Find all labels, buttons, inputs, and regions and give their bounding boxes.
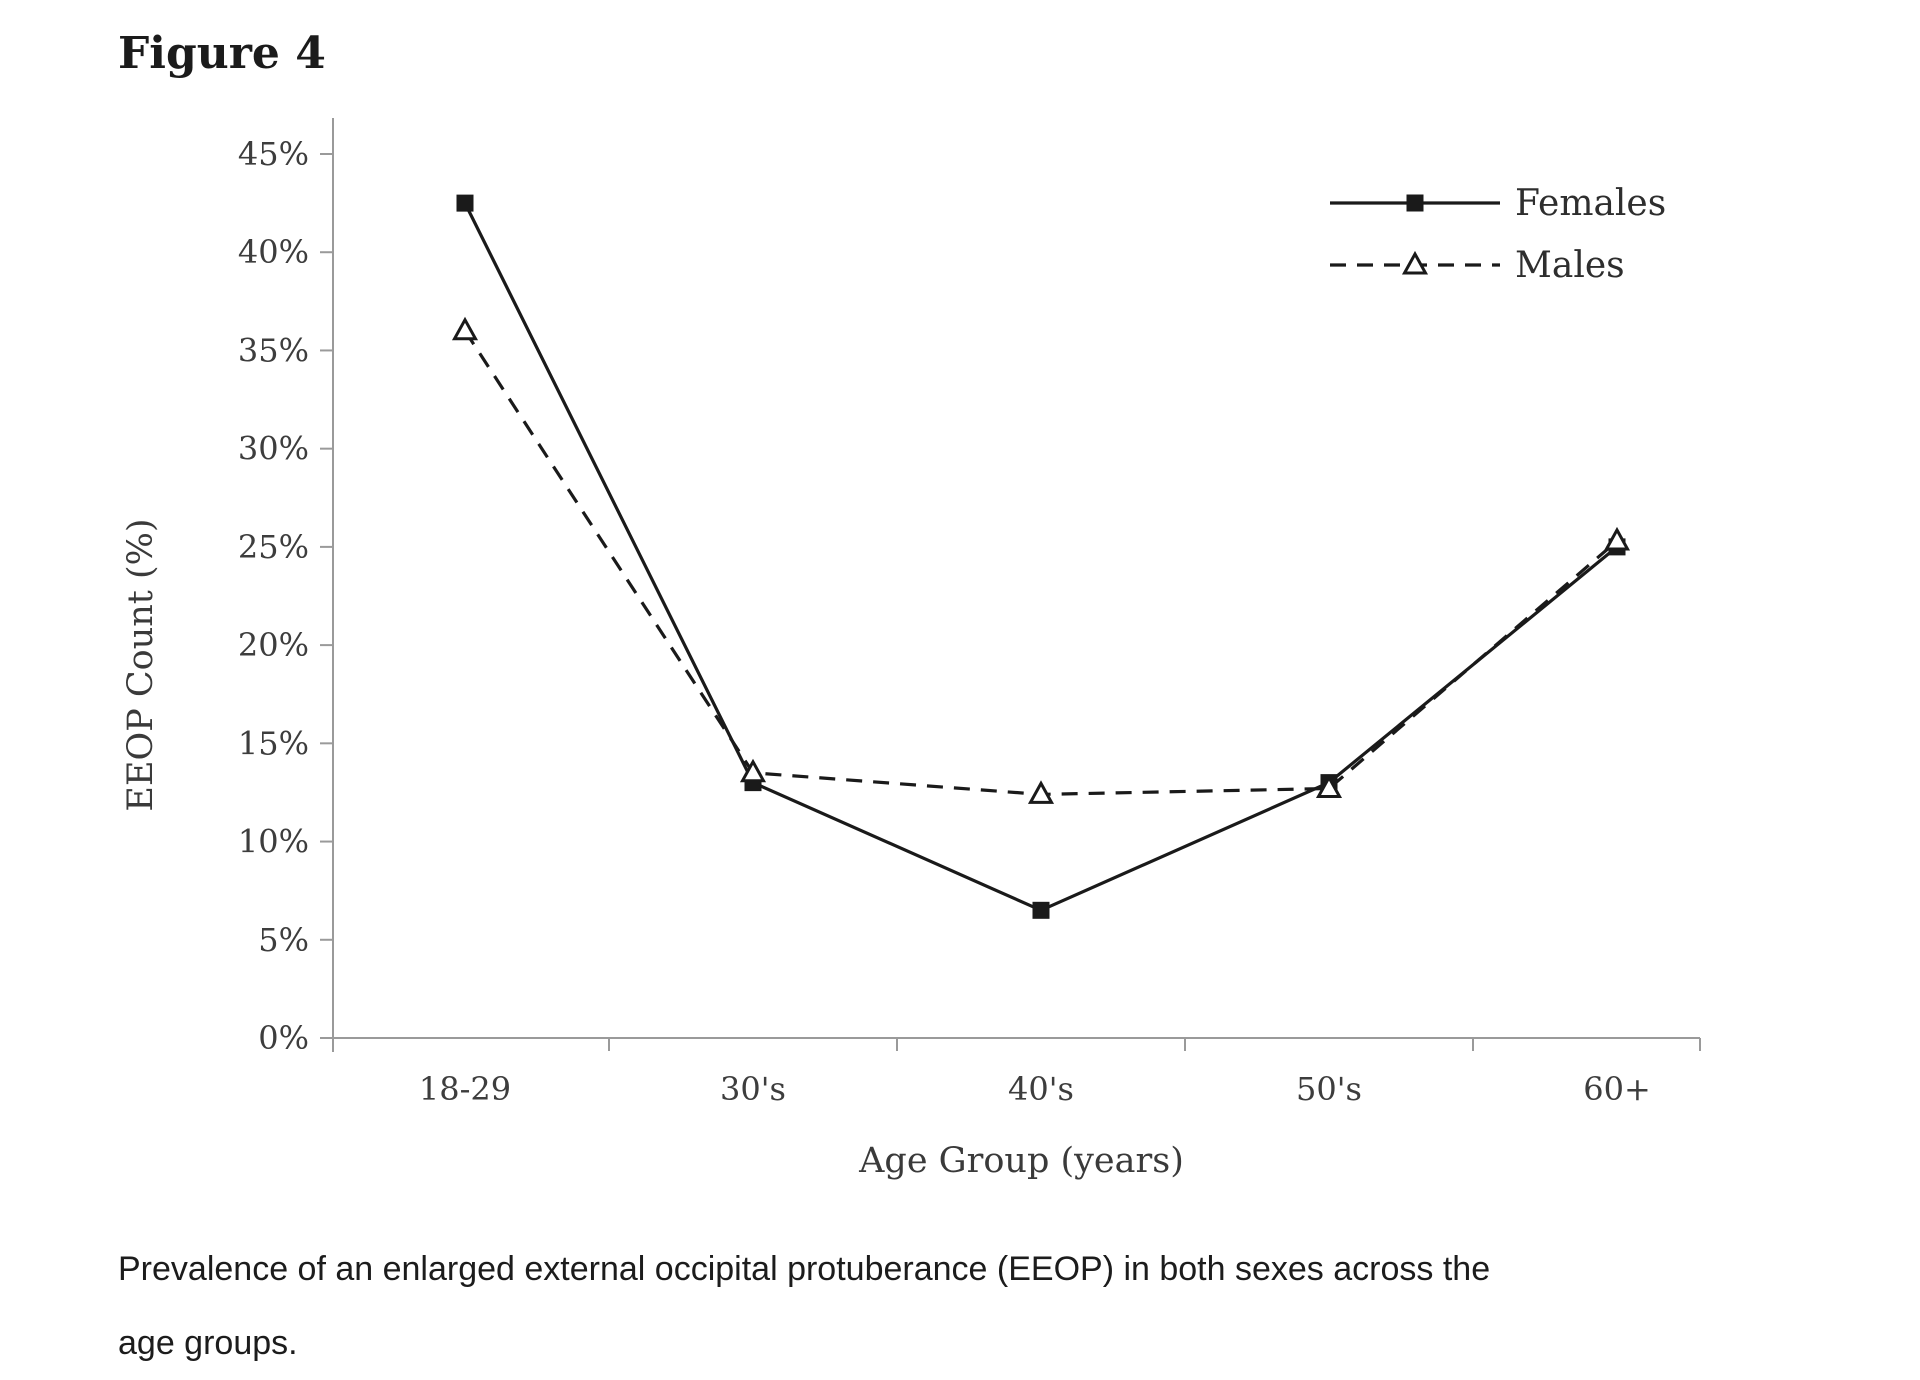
- y-tick-label: 40%: [238, 233, 309, 271]
- legend: Females Males: [1330, 183, 1666, 286]
- x-axis-title: Age Group (years): [858, 1141, 1184, 1181]
- figure-caption-line2: age groups.: [118, 1324, 298, 1362]
- y-axis-title: EEOP Count (%): [121, 518, 161, 811]
- legend-label: Males: [1515, 245, 1625, 286]
- figure-caption: Prevalence of an enlarged external occip…: [118, 1232, 1490, 1380]
- y-tick-label: 5%: [258, 921, 309, 959]
- chart-area: 0% 5% 10% 15% 20% 25% 30% 35% 40% 45% 18-29 30's 40'…: [121, 118, 1701, 1181]
- y-tick-label: 35%: [238, 331, 309, 369]
- axes: [332, 118, 1700, 1052]
- figure-title: Figure 4: [118, 28, 326, 79]
- marker-triangle: [739, 758, 767, 783]
- figure-caption-line1: Prevalence of an enlarged external occip…: [118, 1250, 1491, 1288]
- series-line-males: [463, 329, 1619, 797]
- x-tick-label: 30's: [720, 1070, 786, 1108]
- y-tick-label: 10%: [238, 823, 309, 861]
- marker-triangle: [1315, 774, 1343, 799]
- x-tick-label: 50's: [1296, 1070, 1362, 1108]
- legend-marker-square: [1406, 194, 1424, 212]
- y-tick-label: 15%: [238, 724, 309, 762]
- y-tick-label: 0%: [258, 1019, 309, 1057]
- legend-marker-triangle: [1401, 250, 1429, 275]
- x-axis: 18-29 30's 40's 50's 60+: [419, 1038, 1701, 1108]
- marker-square: [456, 194, 474, 212]
- marker-triangle: [1027, 780, 1055, 804]
- x-tick-label: 60+: [1583, 1070, 1651, 1108]
- x-tick-label: 18-29: [419, 1070, 511, 1108]
- x-tick-label: 40's: [1008, 1070, 1074, 1108]
- y-axis: 0% 5% 10% 15% 20% 25% 30% 35% 40% 45%: [238, 135, 333, 1057]
- y-tick-label: 20%: [238, 626, 309, 664]
- marker-triangle: [451, 316, 479, 341]
- y-tick-label: 30%: [238, 430, 309, 468]
- marker-triangle: [1603, 526, 1631, 551]
- y-tick-label: 25%: [238, 528, 309, 566]
- marker-square: [1032, 901, 1050, 919]
- y-tick-label: 45%: [238, 135, 309, 173]
- legend-label: Females: [1515, 183, 1666, 224]
- series-line-females: [463, 202, 1619, 913]
- line-chart: 0% 5% 10% 15% 20% 25% 30% 35% 40% 45% 18-29 30's 40'…: [121, 118, 1701, 1181]
